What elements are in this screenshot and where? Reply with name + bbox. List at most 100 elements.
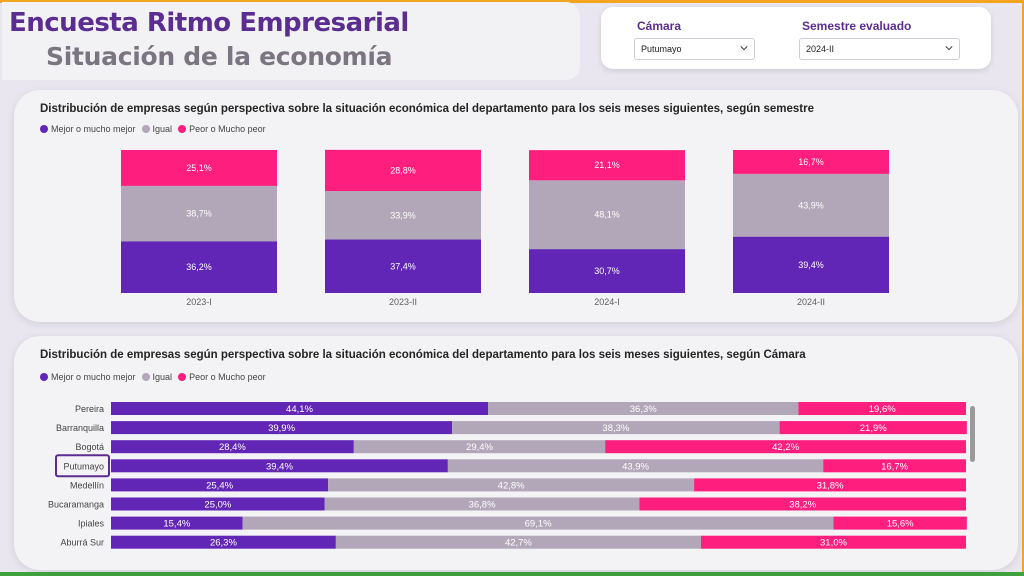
page-title: Encuesta Ritmo Empresarial (9, 8, 409, 38)
bar-segment-peor[interactable] (823, 459, 966, 473)
bar-segment-mejor[interactable] (529, 249, 685, 293)
frame-bottom-border (0, 572, 1024, 576)
legend-label-mejor: Mejor o mucho mejor (51, 372, 136, 382)
bar-segment-mejor[interactable] (111, 421, 453, 435)
bar-segment-igual[interactable] (452, 421, 780, 435)
data-label: 33,9% (390, 210, 416, 220)
semestre-select[interactable]: 2024-II (799, 38, 960, 60)
bar-segment-mejor[interactable] (325, 239, 481, 293)
y-tick-label: Bucaramanga (48, 500, 104, 510)
semester-chart-legend: Mejor o mucho mejor Igual Peor o Mucho p… (40, 124, 268, 134)
legend-dot-peor (178, 125, 187, 133)
y-tick-label: Barranquilla (56, 423, 104, 433)
bar-segment-peor[interactable] (529, 150, 685, 181)
semester-stacked-bar-chart: 36,2% 38,7% 25,1% 2023-I 37,4% 33,9% 28,8% 2023… (121, 149, 889, 307)
legend-dot-igual (141, 125, 150, 133)
camara-select[interactable]: Putumayo (634, 38, 755, 60)
data-label: 16,7% (881, 461, 908, 472)
legend-item-peor[interactable]: Peor o Mucho peor (178, 372, 266, 382)
chevron-down-icon (945, 46, 953, 51)
data-label: 42,2% (772, 442, 799, 453)
legend-label-igual: Igual (152, 372, 173, 382)
y-tick-label: Ipiales (78, 519, 105, 529)
data-label: 25,0% (204, 500, 231, 511)
x-tick-label: 2024-I (594, 297, 620, 307)
x-tick-label: 2024-II (797, 297, 825, 307)
bar-segment-igual[interactable] (328, 478, 695, 492)
data-label: 38,2% (789, 500, 816, 511)
bar-segment-peor[interactable] (779, 421, 967, 435)
legend-item-igual[interactable]: Igual (141, 372, 173, 382)
camara-stacked-bar-chart: Pereira 44,1% 36,3% 19,6% Barranquilla 39,9% 3… (48, 402, 967, 549)
bar-segment-peor[interactable] (639, 497, 966, 511)
chart-scrollbar[interactable] (970, 406, 975, 462)
bar-segment-mejor[interactable] (111, 440, 354, 454)
data-label: 39,9% (268, 423, 295, 434)
bar-segment-peor[interactable] (121, 150, 277, 186)
bar-segment-igual[interactable] (353, 440, 606, 454)
semester-chart-title: Distribución de empresas según perspecti… (40, 103, 814, 115)
bar-segment-mejor[interactable] (111, 516, 243, 530)
data-label: 15,4% (163, 519, 190, 530)
data-label: 69,1% (525, 519, 552, 530)
bar-segment-igual[interactable] (242, 516, 834, 530)
bar-segment-igual[interactable] (324, 497, 640, 511)
data-label: 39,4% (798, 260, 824, 270)
data-label: 48,1% (594, 210, 620, 220)
data-label: 30,7% (594, 266, 620, 276)
y-tick-label: Medellín (70, 480, 104, 490)
frame-right-border (1022, 0, 1024, 576)
bar-segment-igual[interactable] (121, 185, 277, 242)
bar-segment-mejor[interactable] (111, 497, 325, 511)
data-label: 31,0% (820, 538, 847, 549)
semestre-filter-label: Semestre evaluado (802, 19, 912, 33)
data-label: 38,3% (602, 423, 629, 434)
data-label: 21,1% (594, 160, 620, 170)
y-tick-label: Pereira (75, 404, 104, 414)
data-label: 28,8% (390, 165, 416, 175)
bar-segment-mejor[interactable] (111, 402, 489, 415)
bar-segment-peor[interactable] (798, 402, 966, 415)
legend-dot-mejor (40, 373, 48, 381)
data-label: 26,3% (210, 538, 237, 549)
bar-segment-peor[interactable] (733, 150, 889, 174)
bar-segment-igual[interactable] (325, 191, 481, 240)
data-label: 31,8% (817, 480, 844, 491)
data-label: 36,2% (186, 262, 212, 272)
bar-segment-igual[interactable] (447, 459, 824, 473)
data-label: 36,3% (630, 404, 657, 415)
bar-segment-peor[interactable] (694, 478, 966, 492)
bar-segment-mejor[interactable] (733, 236, 889, 293)
bar-segment-peor[interactable] (325, 149, 481, 192)
legend-item-igual[interactable]: Igual (141, 124, 173, 134)
frame-top-border (0, 0, 1024, 3)
legend-item-peor[interactable]: Peor o Mucho peor (178, 124, 266, 134)
camara-chart-title: Distribución de empresas según perspecti… (40, 349, 806, 361)
bar-segment-peor[interactable] (700, 535, 966, 549)
bar-segment-mejor[interactable] (111, 478, 329, 492)
bar-segment-igual[interactable] (733, 173, 889, 237)
bar-segment-igual[interactable] (335, 535, 701, 549)
title-card: Encuesta Ritmo Empresarial Situación de … (2, 2, 580, 80)
data-label: 42,8% (498, 480, 525, 491)
legend-label-igual: Igual (152, 124, 173, 134)
data-label: 44,1% (286, 404, 313, 415)
bar-segment-mejor[interactable] (111, 459, 448, 473)
legend-item-mejor[interactable]: Mejor o mucho mejor (40, 124, 136, 134)
legend-dot-mejor (40, 125, 48, 133)
filter-card: Cámara Putumayo Semestre evaluado 2024-I… (601, 7, 991, 69)
bar-segment-igual[interactable] (488, 402, 799, 415)
bar-segment-peor[interactable] (605, 440, 966, 454)
legend-item-mejor[interactable]: Mejor o mucho mejor (40, 372, 136, 382)
data-label: 16,7% (798, 157, 824, 167)
bar-segment-igual[interactable] (529, 180, 685, 250)
bar-segment-mejor[interactable] (121, 241, 277, 293)
bar-segment-peor[interactable] (833, 516, 967, 530)
data-label: 29,4% (466, 442, 493, 453)
legend-label-peor: Peor o Mucho peor (189, 124, 266, 134)
bar-segment-mejor[interactable] (111, 535, 336, 549)
data-label: 25,1% (186, 163, 212, 173)
data-label: 43,9% (622, 461, 649, 472)
chevron-down-icon (740, 46, 748, 51)
camara-chart-legend: Mejor o mucho mejor Igual Peor o Mucho p… (40, 372, 268, 382)
